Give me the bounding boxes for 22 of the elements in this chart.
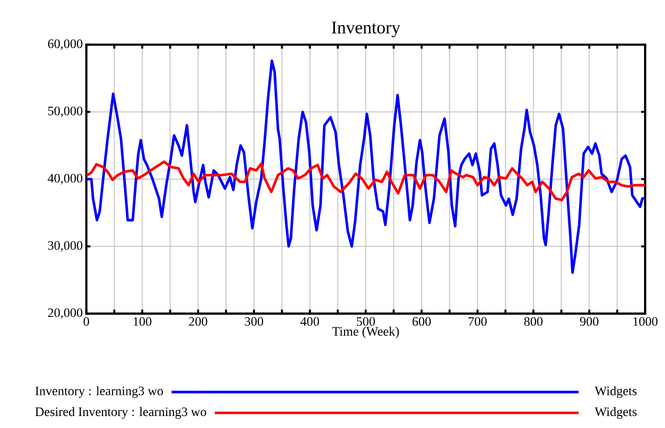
x-tick-label: 600 [412, 317, 431, 326]
x-tick-label: 900 [580, 317, 598, 326]
x-tick-label: 400 [300, 317, 320, 326]
y-tick-label: 30,000 [48, 241, 82, 252]
x-tick-label: 500 [356, 317, 375, 326]
y-tick-label: 20,000 [48, 308, 82, 320]
y-tick-label: 50,000 [48, 106, 82, 118]
x-tick-label: 800 [524, 317, 543, 326]
x-axis-title: Time (Week) [332, 326, 399, 338]
x-tick-label: 0 [84, 317, 90, 326]
text: Widgets [594, 407, 637, 419]
x-tick-label: 200 [189, 317, 208, 326]
x-tick-label: 700 [468, 317, 487, 326]
chart-title: Inventory [332, 22, 400, 38]
y-tick-label: 60,000 [48, 40, 82, 50]
x-tick-label: 1000 [633, 317, 658, 326]
text: Widgets [594, 386, 637, 398]
legend-label: Desired Inventory : learning3 wo [35, 407, 206, 419]
y-tick-label: 40,000 [48, 174, 82, 185]
x-tick-label: 100 [134, 317, 152, 326]
legend-label: Inventory : learning3 wo [35, 386, 163, 398]
x-tick-label: 300 [244, 317, 264, 326]
